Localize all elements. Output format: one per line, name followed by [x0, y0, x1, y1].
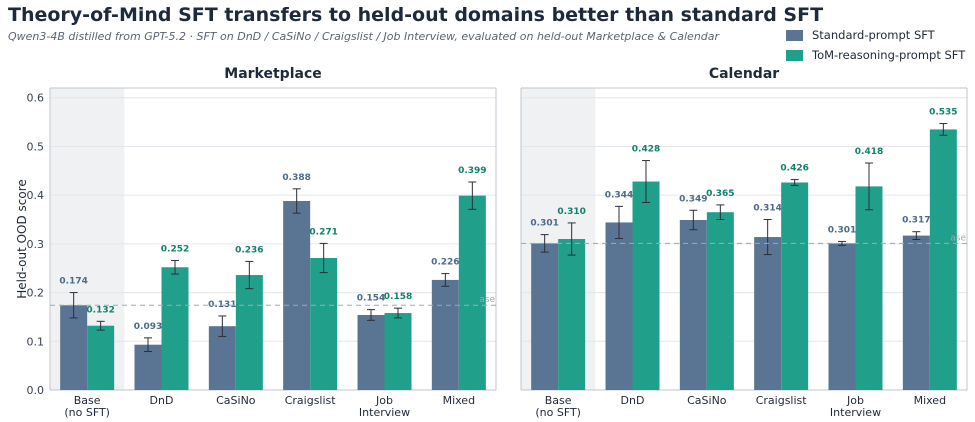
baseline-label: ase [479, 295, 495, 305]
bar-tom [87, 325, 115, 390]
data-label: 0.226 [431, 258, 459, 268]
legend-label-standard: Standard-prompt SFT [812, 28, 935, 42]
bar-standard [531, 243, 559, 390]
y-tick-label: 0.6 [27, 92, 45, 105]
bar-standard [754, 237, 782, 390]
legend-label-tom: ToM-reasoning-prompt SFT [812, 48, 966, 62]
data-label: 0.252 [161, 244, 189, 254]
x-tick-label: DnD [621, 394, 645, 407]
bar-standard [60, 305, 88, 390]
x-tick-label: Craigslist [756, 394, 808, 407]
chart-subtitle: Qwen3-4B distilled from GPT-5.2 · SFT on… [8, 30, 720, 43]
data-label: 0.317 [902, 216, 930, 226]
x-tick-label: Base (no SFT) [64, 394, 110, 419]
bar-standard [431, 279, 459, 390]
y-axis-label: Held-out OOD score [15, 179, 29, 299]
bar-standard [283, 201, 311, 390]
legend-item-tom: ToM-reasoning-prompt SFT [786, 45, 965, 65]
y-tick-label: 0.4 [27, 189, 45, 202]
bar-tom [558, 239, 586, 390]
data-label: 0.271 [309, 227, 337, 237]
x-tick-label: Craigslist [285, 394, 337, 407]
data-label: 0.399 [458, 166, 486, 176]
legend-swatch-standard [786, 29, 803, 41]
data-label: 0.301 [530, 219, 558, 229]
y-tick-label: 0.2 [27, 287, 45, 300]
data-label: 0.093 [134, 322, 162, 332]
chart-title: Theory-of-Mind SFT transfers to held-out… [8, 4, 824, 26]
bar-tom [632, 181, 660, 390]
data-label: 0.158 [384, 292, 412, 302]
bar-tom [706, 212, 734, 390]
bar-standard [902, 235, 930, 390]
legend-swatch-tom [786, 49, 803, 61]
data-label: 0.236 [235, 245, 263, 255]
y-tick-label: 0.3 [27, 238, 45, 251]
data-label: 0.428 [632, 145, 660, 155]
data-label: 0.314 [753, 204, 781, 214]
x-tick-label: Job Interview [359, 394, 410, 419]
data-label: 0.418 [855, 147, 883, 157]
bar-tom [781, 182, 809, 390]
panel-title: Calendar [709, 66, 779, 82]
x-tick-label: CaSiNo [216, 394, 256, 407]
data-label: 0.426 [780, 164, 808, 174]
y-tick-label: 0.0 [27, 384, 45, 397]
bar-tom [929, 129, 957, 390]
data-label: 0.365 [706, 189, 734, 199]
bar-tom [384, 313, 412, 390]
data-label: 0.535 [929, 108, 957, 118]
data-label: 0.388 [282, 173, 310, 183]
data-label: 0.174 [59, 277, 87, 287]
y-tick-label: 0.1 [27, 335, 45, 348]
x-tick-label: Job Interview [830, 394, 881, 419]
x-tick-label: Base (no SFT) [535, 394, 581, 419]
data-label: 0.310 [557, 207, 585, 217]
bar-tom [235, 275, 263, 390]
bar-standard [605, 222, 633, 390]
bar-standard [357, 314, 385, 390]
x-tick-label: Mixed [914, 394, 946, 407]
data-label: 0.349 [679, 194, 707, 204]
panel-title: Marketplace [224, 66, 321, 82]
legend: Standard-prompt SFT ToM-reasoning-prompt… [786, 25, 965, 65]
data-label: 0.154 [357, 294, 385, 304]
bar-tom [458, 195, 486, 390]
x-tick-label: DnD [150, 394, 174, 407]
bar-tom [310, 257, 338, 390]
bar-standard [134, 344, 162, 390]
baseline-label: ase [950, 233, 966, 243]
bar-standard [828, 243, 856, 390]
data-label: 0.301 [828, 225, 856, 235]
legend-item-standard: Standard-prompt SFT [786, 25, 965, 45]
bar-tom [161, 267, 189, 390]
x-tick-label: CaSiNo [687, 394, 727, 407]
bar-tom [855, 186, 883, 390]
y-tick-label: 0.5 [27, 140, 45, 153]
x-tick-label: Mixed [443, 394, 475, 407]
data-label: 0.344 [605, 190, 633, 200]
data-label: 0.132 [86, 305, 114, 315]
bar-standard [679, 220, 707, 390]
